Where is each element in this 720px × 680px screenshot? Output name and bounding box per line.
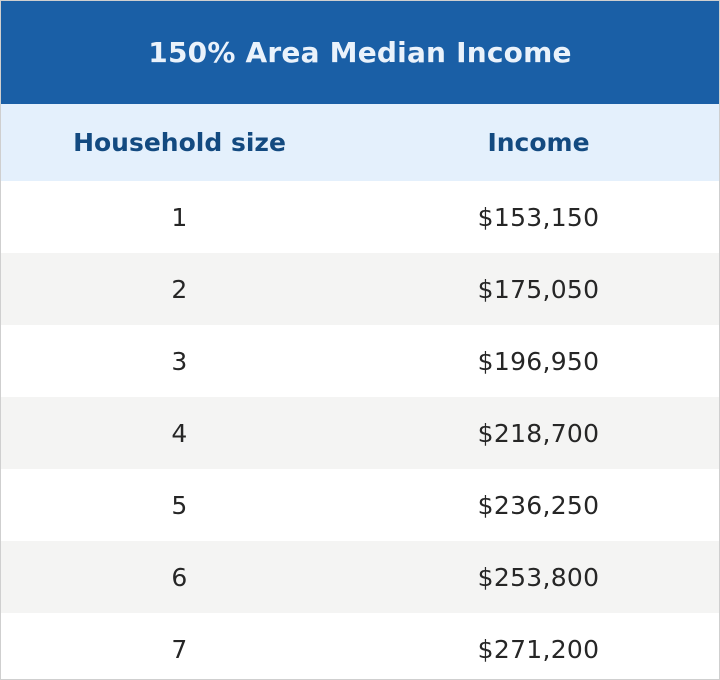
income-cell: $271,200 [477,634,600,664]
table-row: 3 $196,950 [1,325,719,397]
table-title: 150% Area Median Income [148,35,572,69]
household-size-cell: 2 [171,274,188,304]
table-row: 1 $153,150 [1,181,719,253]
income-cell: $218,700 [477,418,600,448]
income-cell: $175,050 [477,274,600,304]
household-size-cell: 6 [171,562,188,592]
income-cell: $196,950 [477,346,600,376]
household-size-cell: 4 [171,418,188,448]
income-cell: $153,150 [477,202,600,232]
table-row: 2 $175,050 [1,253,719,325]
household-size-cell: 1 [171,202,188,232]
table-header-row: Household size Income [1,104,719,181]
household-size-cell: 7 [171,634,188,664]
income-cell: $253,800 [477,562,600,592]
table-row: 4 $218,700 [1,397,719,469]
table-title-bar: 150% Area Median Income [1,1,719,104]
household-size-cell: 5 [171,490,188,520]
header-household-size: Household size [73,128,286,157]
income-cell: $236,250 [477,490,600,520]
household-size-cell: 3 [171,346,188,376]
header-income: Income [487,128,590,157]
table-row: 5 $236,250 [1,469,719,541]
table-row: 6 $253,800 [1,541,719,613]
table-row: 7 $271,200 [1,613,719,679]
